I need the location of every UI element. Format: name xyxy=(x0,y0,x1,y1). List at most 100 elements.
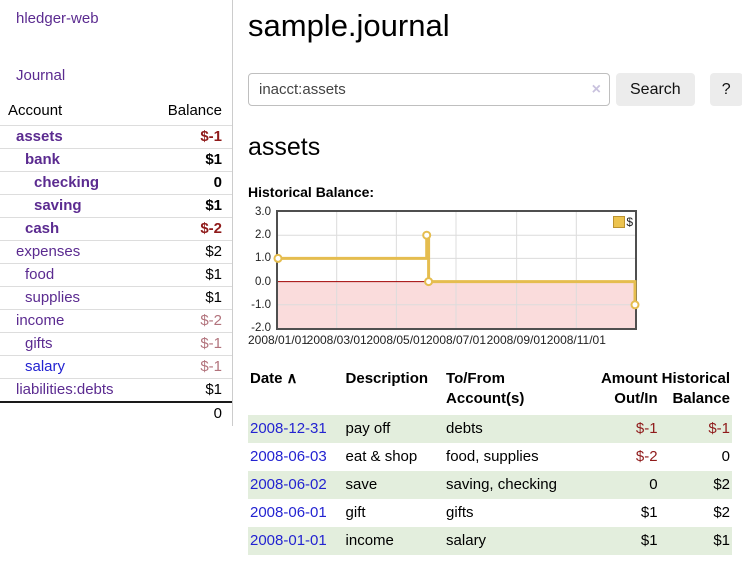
account-link-food[interactable]: food xyxy=(25,266,55,283)
nav-journal-link[interactable]: Journal xyxy=(16,67,66,84)
account-balance: $1 xyxy=(141,194,232,218)
accounts-header-balance: Balance xyxy=(167,102,222,119)
account-row: food $1 xyxy=(0,263,232,287)
x-tick-label: 2008/07/01 xyxy=(425,333,487,347)
register-row: 2008-06-02 save saving, checking 0 $2 xyxy=(248,470,732,499)
account-link-supplies[interactable]: supplies xyxy=(25,289,81,306)
account-balance: $-2 xyxy=(141,217,232,241)
account-cell: checking xyxy=(0,171,142,195)
transaction-accounts: food, supplies xyxy=(446,447,539,465)
account-cell: supplies xyxy=(0,286,142,310)
x-tick-label: 2008/01/01 xyxy=(247,333,309,347)
account-link-saving[interactable]: saving xyxy=(34,197,82,214)
transaction-description: pay off xyxy=(345,419,391,437)
transaction-date-link[interactable]: 2008-06-02 xyxy=(250,475,327,493)
transaction-accounts: salary xyxy=(446,531,487,549)
account-link-gifts[interactable]: gifts xyxy=(25,335,53,352)
register-header-date[interactable]: Date ∧ xyxy=(250,370,298,387)
transaction-amount: $-2 xyxy=(635,447,658,465)
transaction-description: eat & shop xyxy=(345,447,418,465)
account-link-assets[interactable]: assets xyxy=(16,128,63,145)
account-cell: gifts xyxy=(0,332,142,356)
clear-search-icon[interactable]: × xyxy=(591,80,601,98)
account-balance: $1 xyxy=(141,286,232,310)
page-title: sample.journal xyxy=(248,8,450,43)
register-row: 2008-06-01 gift gifts $1 $2 xyxy=(248,499,732,527)
account-row: assets $-1 xyxy=(0,125,232,149)
sidebar: hledger-web Journal Account Balance asse… xyxy=(0,0,233,426)
account-row: salary $-1 xyxy=(0,355,232,379)
register-table: Date ∧ Description To/From Account(s) Amo… xyxy=(248,367,732,555)
transaction-date-link[interactable]: 2008-01-01 xyxy=(250,531,327,549)
register-header-description: Description xyxy=(345,370,429,387)
account-row: checking 0 xyxy=(0,171,232,195)
account-balance: $1 xyxy=(141,148,232,172)
search-form: × Search ? xyxy=(248,73,742,106)
transaction-amount: $1 xyxy=(640,503,658,521)
register-header-row: Date ∧ Description To/From Account(s) Amo… xyxy=(248,367,732,415)
chart-canvas xyxy=(273,212,640,328)
account-cell: liabilities:debts xyxy=(0,378,142,402)
transaction-description: gift xyxy=(345,503,366,521)
chart-x-axis: 2008/01/01 2008/03/01 2008/05/01 2008/07/01… xyxy=(248,330,643,347)
account-row: cash $-2 xyxy=(0,217,232,241)
accounts-header-account: Account xyxy=(8,102,63,119)
search-input[interactable] xyxy=(248,73,610,106)
transaction-accounts: saving, checking xyxy=(446,475,557,493)
legend-swatch-icon xyxy=(613,216,626,228)
account-row: saving $1 xyxy=(0,194,232,218)
account-row: liabilities:debts $1 xyxy=(0,378,232,402)
account-balance: $-1 xyxy=(141,332,232,356)
y-tick-label: 1.0 xyxy=(255,252,271,265)
account-cell: assets xyxy=(0,125,142,149)
account-cell: expenses xyxy=(0,240,142,264)
transaction-balance: $2 xyxy=(713,475,730,493)
account-cell: income xyxy=(0,309,142,333)
transaction-date-link[interactable]: 2008-06-03 xyxy=(250,447,327,465)
y-tick-label: 3.0 xyxy=(255,206,271,218)
sort-ascending-icon: ∧ xyxy=(286,370,298,387)
account-link-liabilities-debts[interactable]: liabilities:debts xyxy=(16,381,114,398)
account-cell: saving xyxy=(0,194,142,218)
account-balance: $1 xyxy=(141,378,232,402)
accounts-body: assets $-1 bank $1 checking 0 saving $1 cash $-2 e… xyxy=(0,125,232,402)
register-row: 2008-12-31 pay off debts $-1 $-1 xyxy=(248,414,732,443)
account-row: supplies $1 xyxy=(0,286,232,310)
main-content: sample.journal × Search ? assets Histori… xyxy=(233,0,742,582)
account-heading: assets xyxy=(248,133,321,161)
account-cell: bank xyxy=(0,148,142,172)
account-balance: 0 xyxy=(141,171,232,195)
transaction-date-link[interactable]: 2008-06-01 xyxy=(250,503,327,521)
chart-plot-area[interactable]: $ xyxy=(273,210,640,330)
transaction-balance: 0 xyxy=(721,447,730,465)
account-balance: $-1 xyxy=(141,125,232,149)
transaction-balance: $-1 xyxy=(708,419,730,437)
app-title-link[interactable]: hledger-web xyxy=(16,10,99,27)
account-link-bank[interactable]: bank xyxy=(25,151,61,168)
transaction-amount: $1 xyxy=(640,531,658,549)
chart-y-axis: 3.0 2.0 1.0 0.0 -1.0 -2.0 xyxy=(248,206,273,334)
search-button[interactable]: Search xyxy=(616,73,695,106)
x-tick-label: 2008/11/01 xyxy=(546,333,606,347)
balance-chart: 3.0 2.0 1.0 0.0 -1.0 -2.0 $ 2008/01/01 2008/03… xyxy=(248,206,643,347)
account-link-salary[interactable]: salary xyxy=(25,358,66,375)
account-link-cash[interactable]: cash xyxy=(25,220,60,237)
x-tick-label: 2008/09/01 xyxy=(486,333,547,347)
transaction-amount: 0 xyxy=(649,475,658,493)
account-row: income $-2 xyxy=(0,309,232,333)
help-button[interactable]: ? xyxy=(709,73,742,106)
accounts-total-row: 0 xyxy=(0,401,232,426)
account-link-income[interactable]: income xyxy=(16,312,65,329)
chart-legend: $ xyxy=(613,215,633,229)
x-tick-label: 2008/03/01 xyxy=(306,333,367,347)
accounts-table: Account Balance assets $-1 bank $1 checking 0… xyxy=(0,99,232,426)
account-link-expenses[interactable]: expenses xyxy=(16,243,81,260)
transaction-date-link[interactable]: 2008-12-31 xyxy=(250,419,327,437)
transaction-balance: $1 xyxy=(713,531,730,549)
account-row: bank $1 xyxy=(0,148,232,172)
transaction-accounts: gifts xyxy=(446,503,474,521)
y-tick-label: -1.0 xyxy=(251,298,271,311)
account-link-checking[interactable]: checking xyxy=(34,174,100,191)
account-balance: $-1 xyxy=(141,355,232,379)
transaction-date-cell: 2008-06-02 xyxy=(248,471,344,499)
